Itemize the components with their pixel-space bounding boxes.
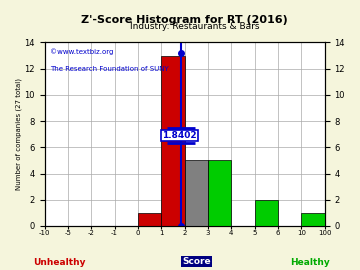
Text: Industry: Restaurants & Bars: Industry: Restaurants & Bars — [130, 22, 259, 31]
Text: Unhealthy: Unhealthy — [33, 258, 85, 267]
Text: ©www.textbiz.org: ©www.textbiz.org — [50, 48, 113, 55]
Y-axis label: Number of companies (27 total): Number of companies (27 total) — [15, 78, 22, 190]
Bar — [161, 56, 185, 226]
Bar — [301, 213, 325, 226]
Title: Z'-Score Histogram for RT (2016): Z'-Score Histogram for RT (2016) — [81, 15, 288, 25]
Bar — [255, 200, 278, 226]
Bar — [208, 160, 231, 226]
Text: Score: Score — [182, 257, 211, 266]
Text: The Research Foundation of SUNY: The Research Foundation of SUNY — [50, 66, 169, 72]
Bar — [138, 213, 161, 226]
Text: Healthy: Healthy — [291, 258, 330, 267]
Bar — [185, 160, 208, 226]
Text: 1.8402: 1.8402 — [162, 131, 197, 140]
